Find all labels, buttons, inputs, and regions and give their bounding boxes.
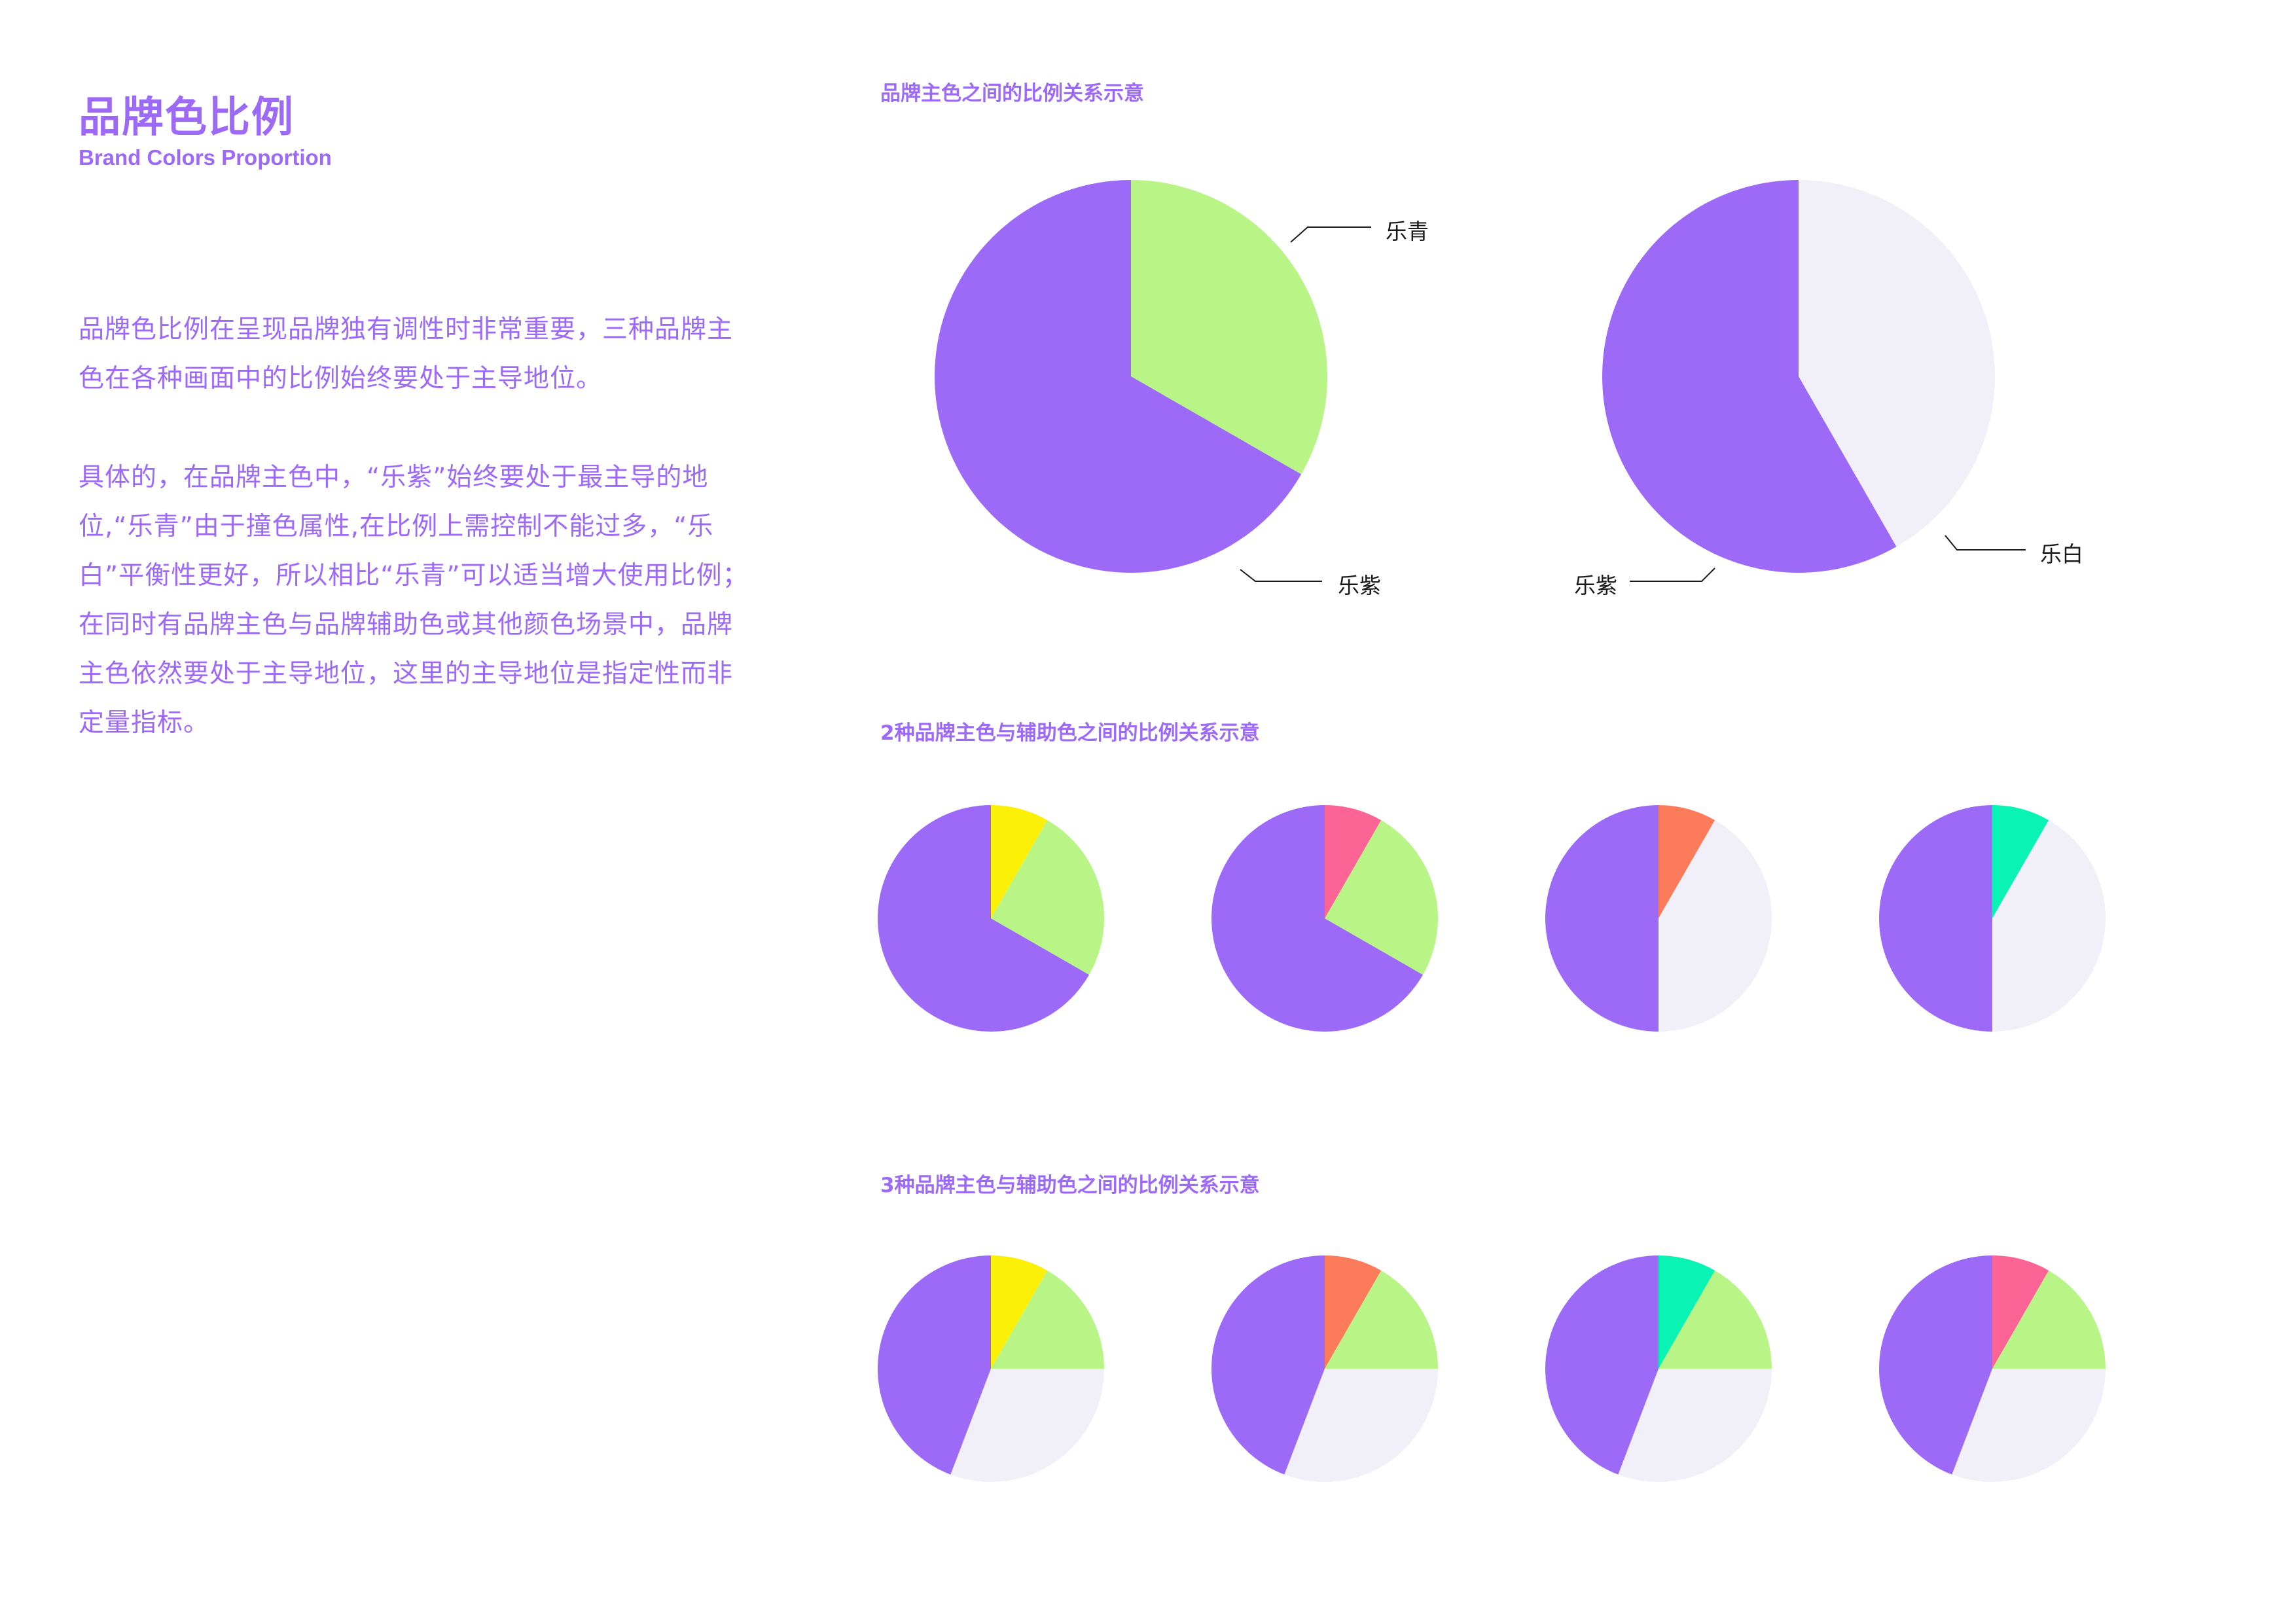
pie-slice-1-1	[1131, 180, 1328, 475]
section-label-three-color: 3种品牌主色与辅助色之间的比例关系示意	[880, 1174, 1260, 1197]
pie-slice-9-4	[1545, 1255, 1659, 1475]
pie-slice-4-3	[1211, 805, 1423, 1032]
section-label-primary: 品牌主色之间的比例关系示意	[880, 82, 1144, 105]
pie-slice-10-3	[1952, 1369, 2106, 1483]
intro-paragraph: 品牌色比例在呈现品牌独有调性时非常重要，三种品牌主色在各种画面中的比例始终要处于…	[79, 315, 734, 393]
pie-slice-8-3	[1284, 1369, 1438, 1483]
pie-slice-9-3	[1618, 1369, 1772, 1483]
pie-slice-7-3	[950, 1369, 1104, 1483]
pie-slice-8-1	[1325, 1255, 1382, 1369]
callout-le-purple-right: 乐紫	[1574, 573, 1617, 598]
callout-le-purple-left: 乐紫	[1338, 573, 1381, 598]
pie-chart-yellow-three	[877, 1255, 1104, 1483]
pie-chart-pink-green	[1211, 805, 1438, 1032]
pie-chart-pink-three	[1878, 1255, 2106, 1483]
pie-slice-3-3	[877, 805, 1089, 1032]
pie-slice-3-2	[991, 820, 1104, 975]
pie-slice-8-4	[1211, 1255, 1325, 1475]
detail-paragraph: 具体的，在品牌主色中，“乐紫”始终要处于最主导的地位,“乐青”由于撞色属性,在比…	[79, 463, 749, 738]
pie-slice-5-2	[1659, 820, 1772, 1032]
pie-slice-7-1	[991, 1255, 1048, 1369]
pie-slice-5-1	[1659, 805, 1715, 918]
pie-slice-6-2	[1992, 820, 2106, 1032]
pie-slice-5-3	[1545, 805, 1659, 1032]
pie-chart-mint-white	[1879, 805, 2106, 1032]
pie-slice-8-2	[1325, 1271, 1438, 1369]
pie-slice-1-2	[935, 180, 1302, 573]
page-title: 品牌色比例	[79, 94, 295, 142]
section-label-two-color: 2种品牌主色与辅助色之间的比例关系示意	[880, 721, 1260, 745]
pie-slice-4-2	[1325, 820, 1438, 975]
pie-slice-2-1	[1799, 180, 1996, 547]
pie-slice-10-2	[1992, 1271, 2106, 1369]
callout-le-green: 乐青	[1386, 219, 1429, 244]
pie-slice-9-1	[1659, 1255, 1715, 1369]
pie-slice-4-1	[1325, 805, 1382, 918]
pie-slice-9-2	[1659, 1271, 1772, 1369]
pie-chart-coral-three	[1211, 1255, 1438, 1483]
pie-slice-3-1	[991, 805, 1048, 918]
pie-chart-coral-white	[1545, 805, 1772, 1032]
pie-chart-green-purple	[935, 180, 1328, 573]
pie-slice-6-3	[1879, 805, 1992, 1032]
pie-slice-10-1	[1992, 1255, 2049, 1369]
pie-slice-7-4	[877, 1255, 991, 1475]
pie-slice-7-2	[991, 1271, 1104, 1369]
page-subtitle: Brand Colors Proportion	[79, 145, 332, 170]
pie-chart-white-purple	[1602, 180, 1996, 573]
pie-slice-6-1	[1992, 805, 2049, 918]
pie-chart-yellow-green	[877, 805, 1104, 1032]
pie-chart-mint-three	[1545, 1255, 1772, 1483]
pie-slice-2-2	[1602, 180, 1897, 573]
callout-le-white: 乐白	[2040, 541, 2083, 567]
pie-slice-10-4	[1878, 1255, 1992, 1475]
